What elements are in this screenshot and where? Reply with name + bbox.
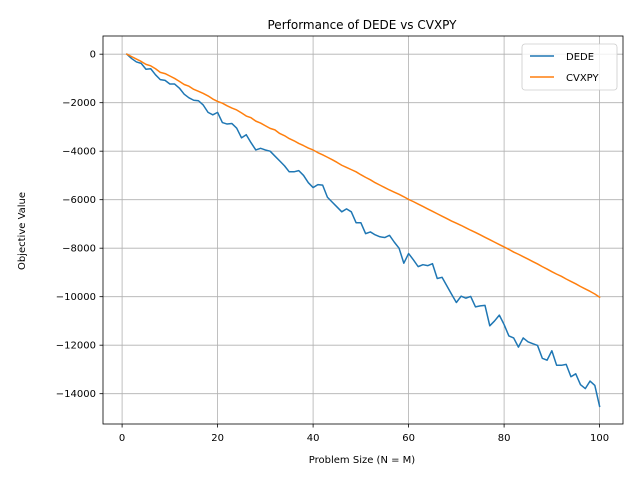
legend: DEDE CVXPY (521, 43, 618, 91)
legend-label-dede: DEDE (566, 52, 594, 63)
y-tick-label: −2000 (62, 98, 96, 109)
y-tick-label: −8000 (62, 244, 96, 255)
y-axis-label: Objective Value (17, 192, 28, 270)
x-tick-label: 20 (211, 433, 224, 444)
series-line-cvxpy (125, 53, 601, 299)
x-axis-label: Problem Size (N = M) (309, 455, 416, 466)
y-tick-label: −6000 (62, 195, 96, 206)
y-tick-label: −10000 (56, 292, 96, 303)
x-tick-label: 80 (498, 433, 511, 444)
x-tick-label: 60 (402, 433, 415, 444)
series-group (125, 53, 601, 408)
y-tick-label: 0 (90, 50, 96, 61)
chart-title: Performance of DEDE vs CVXPY (268, 18, 458, 32)
series-line-dede (125, 53, 601, 408)
axes-frame (102, 35, 624, 425)
y-tick-label: −12000 (56, 341, 96, 352)
y-tick-label: −4000 (62, 147, 96, 158)
x-tick-label: 0 (119, 433, 125, 444)
legend-label-cvxpy: CVXPY (566, 73, 599, 84)
x-tick-label: 100 (590, 433, 609, 444)
x-tick-label: 40 (307, 433, 320, 444)
ticks: 0 20 40 60 80 100 0 −2000 −4000 −6000 −8000 −10000 −… (56, 50, 609, 444)
y-tick-label: −14000 (56, 389, 96, 400)
grid (103, 36, 623, 424)
